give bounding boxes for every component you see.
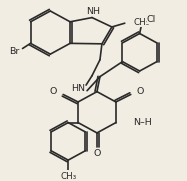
Text: N–H: N–H (133, 118, 151, 127)
Text: CH₃: CH₃ (134, 18, 150, 27)
Text: Cl: Cl (147, 15, 156, 24)
Text: Br: Br (9, 47, 19, 56)
Text: O: O (93, 149, 101, 158)
Text: HN: HN (71, 84, 85, 93)
Text: O: O (50, 87, 57, 96)
Text: NH: NH (86, 7, 100, 16)
Text: CH₃: CH₃ (60, 172, 76, 181)
Text: O: O (137, 87, 144, 96)
